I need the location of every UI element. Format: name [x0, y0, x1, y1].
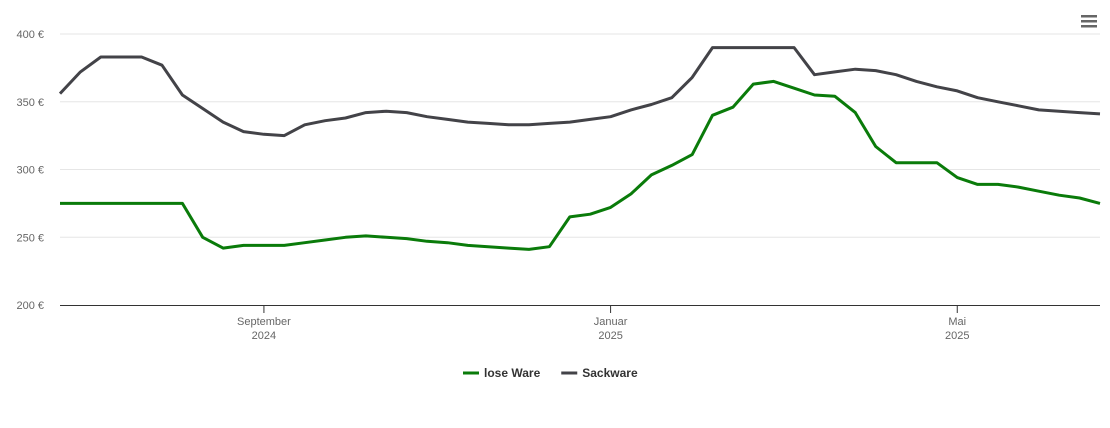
- x-tick-label: 2025: [945, 330, 969, 342]
- y-tick-label: 350 €: [16, 97, 44, 109]
- legend-label: Sackware: [582, 366, 638, 380]
- x-tick-label: 2024: [252, 330, 276, 342]
- legend: lose Ware Sackware: [463, 366, 638, 380]
- y-tick-label: 200 €: [16, 300, 44, 312]
- menu-bar: [1081, 25, 1097, 28]
- y-tick-label: 300 €: [16, 165, 44, 177]
- y-tick-label: 250 €: [16, 232, 44, 244]
- x-tick-label: Mai: [948, 316, 966, 328]
- menu-bar: [1081, 15, 1097, 18]
- x-tick-label: 2025: [598, 330, 622, 342]
- series-line: [58, 46, 1101, 138]
- menu-button[interactable]: [1081, 15, 1097, 28]
- menu-bar: [1081, 20, 1097, 23]
- x-tick-label: September: [237, 316, 291, 328]
- y-tick-label: 400 €: [16, 29, 44, 41]
- series-line: [60, 79, 1101, 251]
- legend-item[interactable]: Sackware: [561, 366, 638, 380]
- legend-label: lose Ware: [484, 366, 541, 380]
- x-tick-label: Januar: [594, 316, 628, 328]
- legend-item[interactable]: lose Ware: [463, 366, 541, 380]
